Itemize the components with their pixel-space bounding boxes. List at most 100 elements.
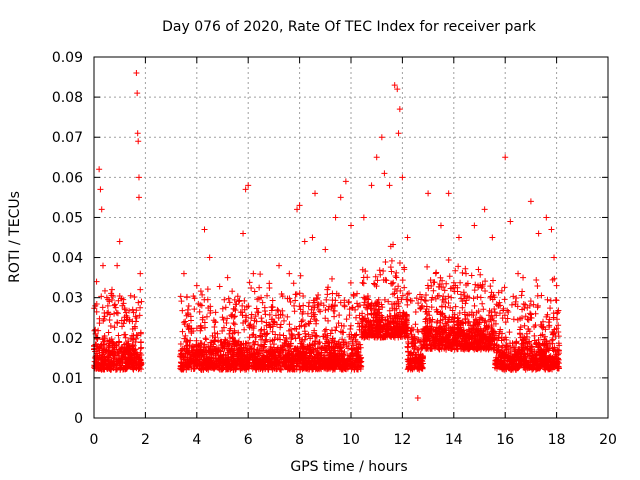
data-point [322, 307, 329, 314]
data-point [489, 330, 496, 337]
data-point [136, 312, 143, 319]
data-point [354, 365, 361, 372]
data-point [425, 190, 432, 197]
data-point [296, 303, 303, 310]
data-point [196, 359, 203, 366]
data-point [539, 349, 546, 356]
data-point [475, 266, 482, 273]
data-point [185, 364, 192, 371]
data-point [413, 295, 420, 302]
data-point [111, 310, 118, 317]
data-point [510, 316, 517, 323]
data-point [127, 356, 134, 363]
data-point [251, 288, 258, 295]
data-point [422, 325, 429, 332]
data-point [369, 327, 376, 334]
data-point [461, 343, 468, 350]
data-point [473, 309, 480, 316]
data-point [554, 316, 561, 323]
data-point [309, 234, 316, 241]
data-point [471, 302, 478, 309]
data-point [370, 280, 377, 287]
data-point [216, 283, 223, 290]
data-point [499, 330, 506, 337]
data-point [301, 361, 308, 368]
data-point [329, 297, 336, 304]
data-point [492, 332, 499, 339]
data-point [242, 186, 249, 193]
data-point [135, 194, 142, 201]
data-point [503, 341, 510, 348]
data-point [269, 337, 276, 344]
data-point [114, 262, 121, 269]
data-point [229, 288, 236, 295]
data-point [424, 263, 431, 270]
data-point [487, 283, 494, 290]
data-point [466, 294, 473, 301]
data-point [180, 319, 187, 326]
data-point [553, 354, 560, 361]
data-point [378, 301, 385, 308]
data-point [337, 299, 344, 306]
data-point [113, 309, 120, 316]
data-point [126, 359, 133, 366]
data-point [385, 298, 392, 305]
data-point [341, 303, 348, 310]
data-point [356, 357, 363, 364]
data-point [210, 345, 217, 352]
data-point [133, 70, 140, 77]
y-tick-label: 0.03 [52, 291, 83, 307]
data-point [445, 339, 452, 346]
data-point [555, 329, 562, 336]
data-point [92, 302, 99, 309]
data-point [220, 351, 227, 358]
data-point [210, 355, 217, 362]
data-point [324, 332, 331, 339]
data-point [195, 350, 202, 357]
data-point [469, 329, 476, 336]
axes: 0 2 4 6 8 10 12 14 16 18 20 0 0.01 0.02 0.03 0.04 0.05 0.… [52, 50, 617, 448]
data-point [440, 298, 447, 305]
data-point [243, 303, 250, 310]
data-point [450, 332, 457, 339]
data-point [325, 339, 332, 346]
data-point [489, 314, 496, 321]
y-tick-label: 0.09 [52, 50, 83, 66]
data-point [185, 311, 192, 318]
data-point [495, 302, 502, 309]
data-point [107, 350, 114, 357]
data-point [349, 304, 356, 311]
data-point [481, 206, 488, 213]
data-point [199, 316, 206, 323]
data-point [335, 338, 342, 345]
data-point [294, 363, 301, 370]
data-point [524, 316, 531, 323]
data-point [99, 349, 106, 356]
data-point [522, 301, 529, 308]
data-point [439, 316, 446, 323]
data-point [226, 361, 233, 368]
data-point [309, 341, 316, 348]
data-point [535, 362, 542, 369]
data-point [390, 323, 397, 330]
data-point [493, 365, 500, 372]
data-point [296, 202, 303, 209]
x-tick-label: 16 [496, 432, 514, 448]
data-point [304, 364, 311, 371]
data-point [543, 313, 550, 320]
data-point [540, 340, 547, 347]
data-point [371, 334, 378, 341]
data-point [393, 274, 400, 281]
data-point [272, 312, 279, 319]
data-point [382, 259, 389, 266]
data-point [490, 292, 497, 299]
data-point [371, 281, 378, 288]
data-point [99, 262, 106, 269]
data-point [292, 297, 299, 304]
data-point [552, 297, 559, 304]
data-point [338, 344, 345, 351]
data-point [264, 292, 271, 299]
data-point [388, 257, 395, 264]
data-point [250, 331, 257, 338]
data-point [519, 288, 526, 295]
